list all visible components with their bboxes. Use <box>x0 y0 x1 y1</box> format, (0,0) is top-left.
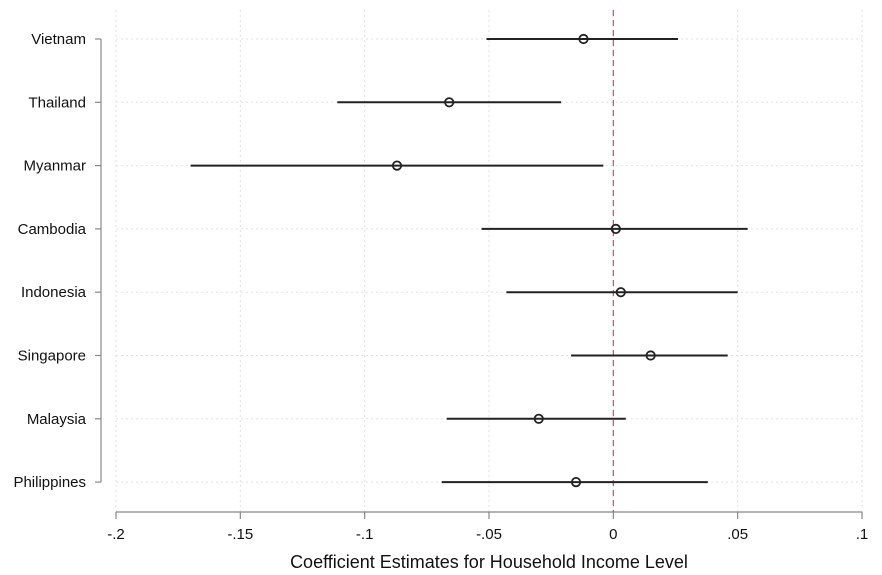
point-estimate <box>578 33 589 45</box>
x-tick-label: -.1 <box>356 526 374 543</box>
y-tick-label: Singapore <box>18 348 86 365</box>
marks-layer <box>190 10 748 512</box>
x-tick-label: .1 <box>856 526 869 543</box>
y-tick-label: Vietnam <box>31 31 86 48</box>
point-estimate <box>444 97 455 108</box>
point-estimate <box>533 413 544 424</box>
x-tick-label: -.2 <box>107 526 125 543</box>
x-axis-title: Coefficient Estimates for Household Inco… <box>290 552 688 572</box>
y-tick-label: Indonesia <box>21 284 87 301</box>
axis-layer: Vietnam Thailand Myanmar Cambodia Indonesia S… <box>13 31 868 543</box>
y-tick-label: Myanmar <box>23 158 86 175</box>
y-tick-label: Malaysia <box>27 411 87 428</box>
x-tick-label: -.05 <box>476 526 502 543</box>
grid-layer <box>115 10 863 512</box>
y-tick-label: Philippines <box>13 474 86 491</box>
x-tick-label: .05 <box>727 526 748 543</box>
point-estimate <box>615 287 626 298</box>
y-tick-label: Thailand <box>28 94 86 111</box>
x-tick-label: -.15 <box>227 526 253 543</box>
point-estimate <box>391 160 403 171</box>
x-tick-label: 0 <box>609 526 617 543</box>
y-tick-label: Cambodia <box>18 221 87 238</box>
point-estimate <box>610 223 621 234</box>
point-estimate <box>570 476 582 488</box>
point-estimate <box>645 350 656 361</box>
